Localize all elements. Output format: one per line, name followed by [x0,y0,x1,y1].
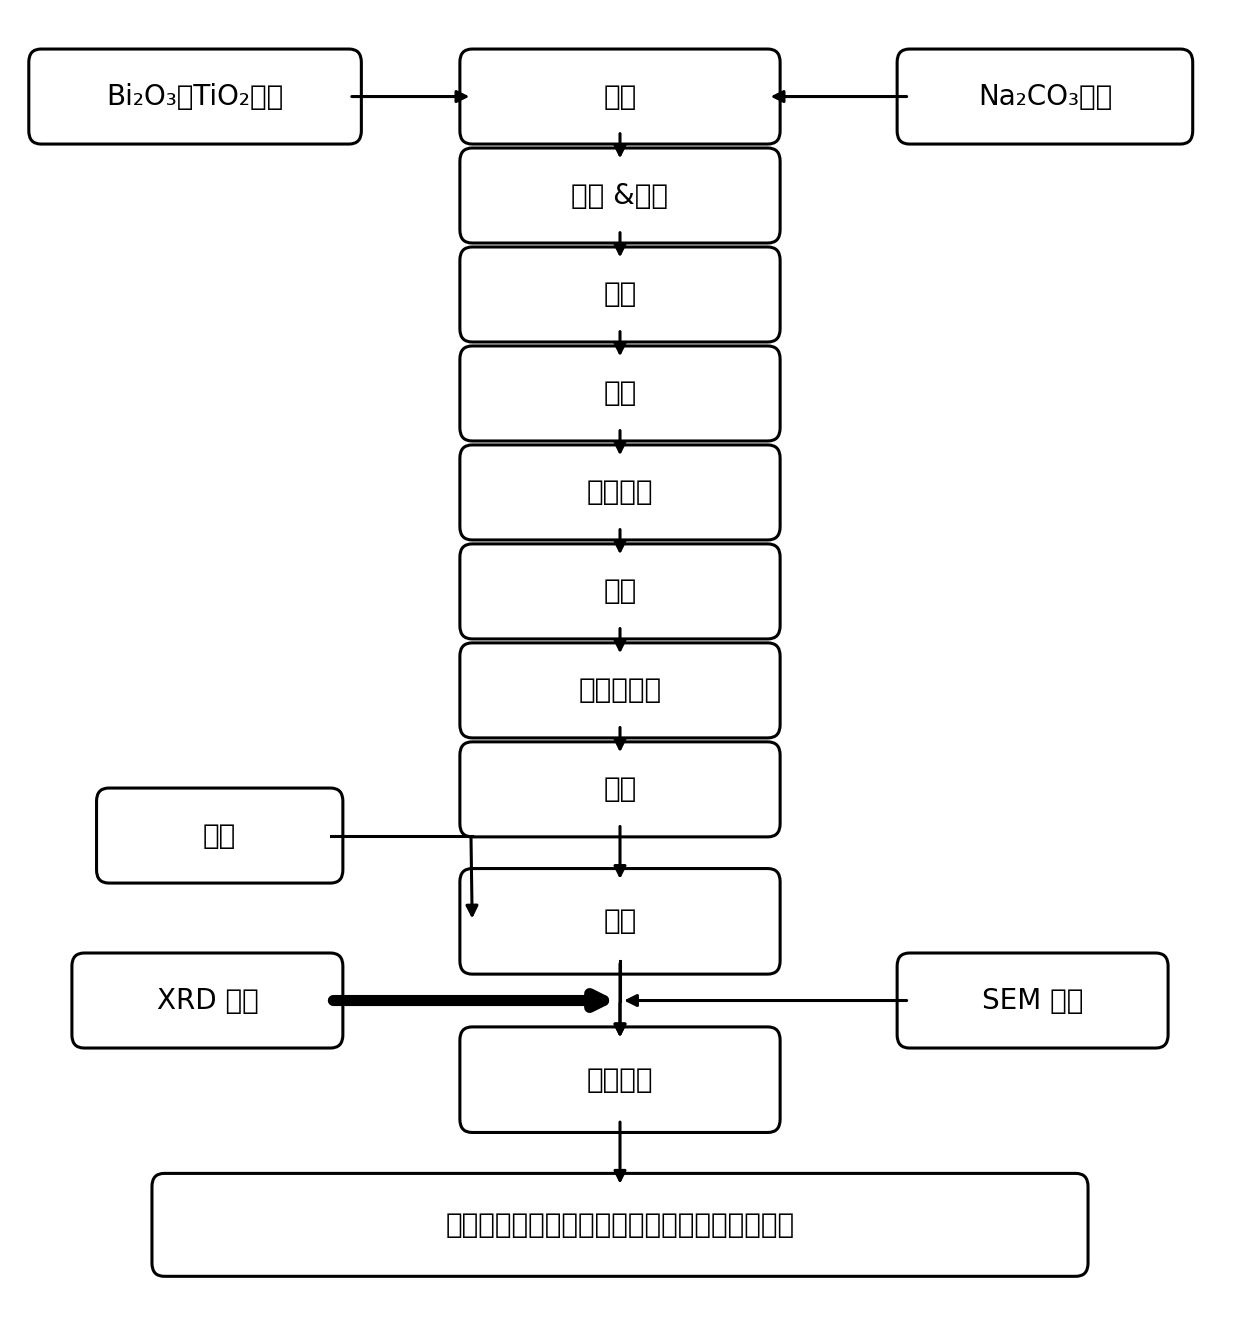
FancyBboxPatch shape [460,49,780,143]
FancyBboxPatch shape [460,445,780,540]
Text: 预烧: 预烧 [604,380,636,408]
FancyBboxPatch shape [460,544,780,639]
FancyBboxPatch shape [460,869,780,975]
Text: 研磨，造粒: 研磨，造粒 [578,676,662,704]
FancyBboxPatch shape [153,1174,1087,1276]
Text: Bi₂O₃、TiO₂原料: Bi₂O₃、TiO₂原料 [107,82,284,110]
Text: 烘干: 烘干 [604,280,636,308]
FancyBboxPatch shape [460,1027,780,1133]
Text: SEM 测试: SEM 测试 [982,987,1084,1015]
Text: 性能测试：介电性能测试、铁电性能测试、阱抗: 性能测试：介电性能测试、铁电性能测试、阱抗 [445,1211,795,1239]
Text: Na₂CO₃原料: Na₂CO₃原料 [978,82,1112,110]
FancyBboxPatch shape [97,788,343,883]
FancyBboxPatch shape [460,347,780,441]
Text: 混合 &球磨: 混合 &球磨 [572,182,668,210]
FancyBboxPatch shape [460,643,780,738]
FancyBboxPatch shape [897,954,1168,1048]
FancyBboxPatch shape [29,49,361,143]
Text: 烧结: 烧结 [604,907,636,935]
Text: 烘干: 烘干 [604,578,636,606]
Text: 二次球磨: 二次球磨 [587,478,653,506]
Text: 排胶: 排胶 [203,822,237,850]
Text: 镀銀电极: 镀銀电极 [587,1065,653,1094]
FancyBboxPatch shape [72,954,343,1048]
FancyBboxPatch shape [897,49,1193,143]
Text: 压片: 压片 [604,776,636,803]
FancyBboxPatch shape [460,742,780,837]
FancyBboxPatch shape [460,147,780,243]
Text: XRD 测试: XRD 测试 [156,987,258,1015]
Text: 称量: 称量 [604,82,636,110]
FancyBboxPatch shape [460,247,780,343]
